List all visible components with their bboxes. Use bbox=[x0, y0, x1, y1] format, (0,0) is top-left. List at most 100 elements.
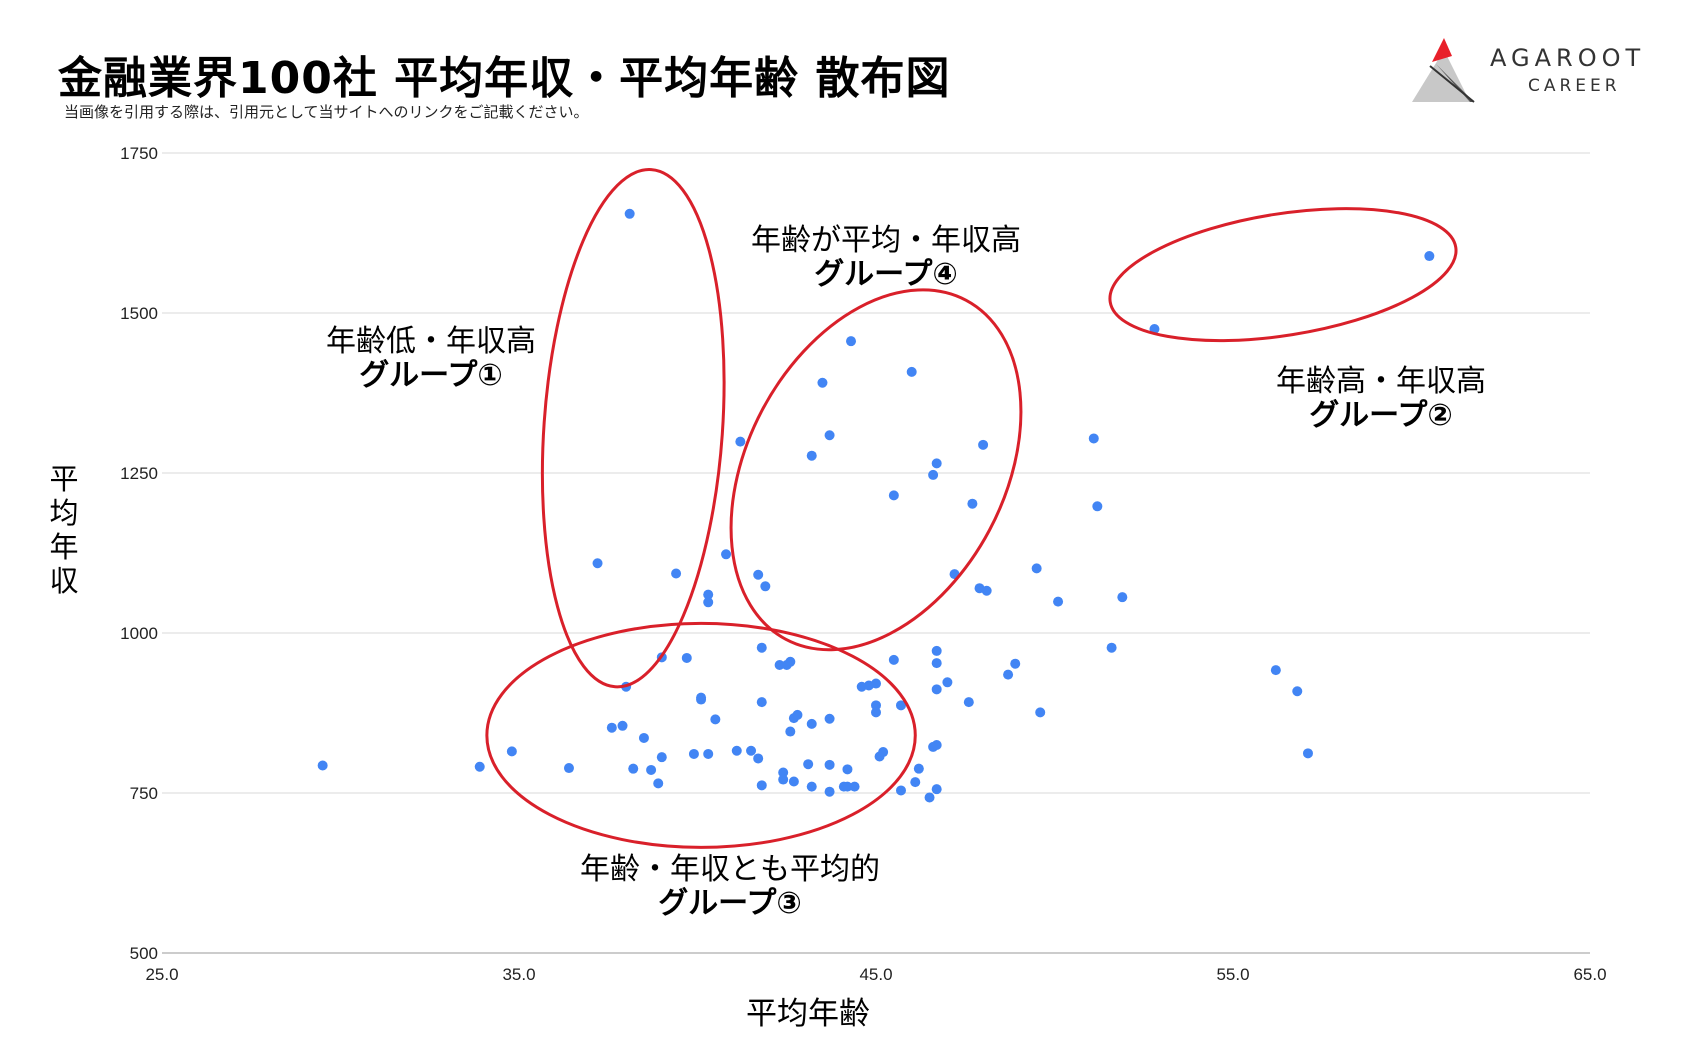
data-point bbox=[628, 763, 639, 774]
y-tick-label: 1500 bbox=[120, 304, 158, 323]
data-point bbox=[785, 726, 796, 737]
data-point bbox=[1003, 669, 1014, 680]
data-point bbox=[753, 753, 764, 764]
data-point bbox=[774, 660, 785, 670]
group-3-name: グループ③ bbox=[658, 886, 802, 921]
data-point bbox=[931, 784, 942, 795]
brand-logo: AGAROOT CAREER bbox=[1408, 36, 1668, 106]
group-3-description: 年齢・年収とも平均的 bbox=[580, 852, 880, 887]
data-point bbox=[978, 439, 989, 450]
y-tick-label: 1000 bbox=[120, 624, 158, 643]
data-point bbox=[888, 654, 899, 665]
y-tick-label: 1250 bbox=[120, 464, 158, 483]
y-tick-label: 750 bbox=[130, 784, 158, 803]
data-point bbox=[924, 792, 935, 803]
data-point bbox=[931, 684, 942, 695]
chart-title: 金融業界100社 平均年収・平均年齢 散布図 bbox=[58, 53, 951, 104]
group-label-1: 年齢低・年収高 グループ① bbox=[318, 325, 544, 393]
data-point bbox=[1302, 748, 1313, 759]
x-tick-label: 25.0 bbox=[145, 965, 178, 984]
data-point bbox=[871, 707, 881, 718]
data-point bbox=[656, 752, 667, 763]
data-point bbox=[563, 763, 574, 774]
data-point bbox=[756, 780, 767, 791]
data-point bbox=[871, 700, 881, 711]
data-point bbox=[824, 759, 835, 770]
data-point bbox=[606, 722, 617, 733]
data-point bbox=[849, 781, 860, 792]
data-point bbox=[1424, 251, 1435, 262]
group-1-description: 年齢低・年収高 bbox=[326, 324, 536, 359]
group-4-name: グループ④ bbox=[814, 257, 958, 292]
data-point bbox=[703, 748, 714, 759]
data-point bbox=[778, 774, 789, 785]
data-point bbox=[703, 589, 714, 600]
data-point bbox=[703, 597, 714, 608]
data-point bbox=[710, 714, 721, 725]
data-point bbox=[506, 746, 517, 757]
data-point bbox=[1088, 433, 1099, 444]
data-point bbox=[731, 745, 742, 756]
group-3-ellipse bbox=[485, 621, 917, 849]
group-4-description: 年齢が平均・年収高 bbox=[751, 223, 1021, 258]
x-tick-label: 65.0 bbox=[1573, 965, 1606, 984]
citation-note: 当画像を引用する際は、引用元として当サイトへのリンクをご記載ください。 bbox=[64, 103, 589, 121]
data-point bbox=[895, 700, 906, 711]
data-point bbox=[967, 498, 978, 509]
data-point bbox=[910, 777, 921, 788]
data-point bbox=[906, 366, 917, 377]
data-point bbox=[760, 581, 771, 592]
data-point bbox=[756, 697, 767, 708]
data-point bbox=[746, 745, 757, 756]
data-point bbox=[671, 568, 682, 579]
data-point bbox=[806, 781, 817, 792]
data-point bbox=[721, 549, 732, 560]
data-point bbox=[931, 740, 942, 750]
data-point bbox=[681, 652, 692, 663]
group-1-ellipse bbox=[540, 168, 726, 689]
data-point bbox=[753, 569, 764, 580]
data-point bbox=[1117, 592, 1128, 603]
data-point bbox=[1092, 501, 1103, 512]
data-point bbox=[735, 436, 746, 447]
data-point bbox=[1031, 563, 1042, 574]
data-point bbox=[846, 336, 857, 347]
group-1-name: グループ① bbox=[359, 358, 503, 393]
data-point bbox=[888, 490, 899, 501]
data-point bbox=[653, 778, 664, 789]
data-point bbox=[806, 718, 817, 729]
group-4-ellipse bbox=[729, 288, 1023, 652]
data-point bbox=[878, 747, 889, 758]
group-2-description: 年齢高・年収高 bbox=[1276, 364, 1486, 399]
data-point bbox=[1010, 658, 1021, 669]
group-2-name: グループ② bbox=[1309, 398, 1453, 433]
data-point bbox=[817, 377, 828, 388]
data-point bbox=[474, 761, 485, 772]
data-point bbox=[317, 760, 328, 771]
group-label-2: 年齢高・年収高 グループ② bbox=[1268, 365, 1494, 433]
data-point bbox=[803, 759, 814, 770]
data-point bbox=[792, 709, 803, 720]
data-point bbox=[931, 658, 942, 669]
data-point bbox=[806, 450, 817, 461]
y-tick-label: 500 bbox=[130, 944, 158, 963]
data-point bbox=[778, 767, 789, 778]
data-point bbox=[688, 748, 699, 759]
data-point bbox=[592, 558, 603, 569]
data-point bbox=[824, 430, 835, 441]
data-point bbox=[638, 732, 649, 743]
logo-subtext: CAREER bbox=[1528, 76, 1621, 96]
data-point bbox=[871, 678, 881, 689]
data-point bbox=[1053, 596, 1064, 607]
data-point bbox=[785, 656, 796, 667]
x-axis-label: 平均年齢 bbox=[746, 996, 870, 1032]
data-point bbox=[928, 469, 939, 480]
data-point bbox=[624, 208, 635, 219]
data-point bbox=[696, 694, 707, 705]
data-point bbox=[617, 720, 628, 731]
data-point bbox=[1106, 642, 1117, 653]
data-point bbox=[963, 697, 974, 708]
data-point bbox=[931, 645, 942, 656]
logo-mark-icon bbox=[1412, 38, 1475, 103]
